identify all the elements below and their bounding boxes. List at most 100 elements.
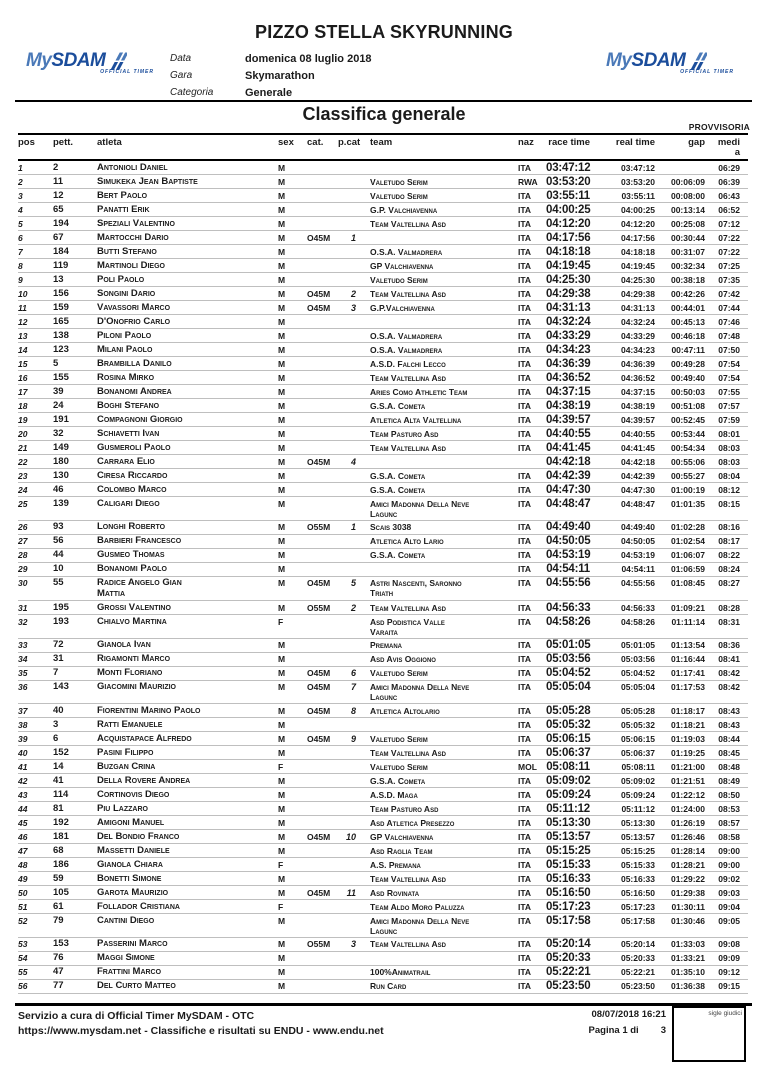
cell-category-position: 6 xyxy=(338,666,362,681)
cell-bib: 56 xyxy=(53,534,97,549)
cell-gap: 00:44:01 xyxy=(663,300,713,315)
page-title: PIZZO STELLA SKYRUNNING xyxy=(255,22,513,42)
cell-pace: 08:53 xyxy=(713,801,748,816)
logo-name-light: My xyxy=(606,50,632,71)
cell-athlete: Frattini Marco xyxy=(97,965,278,980)
cell-gap: 01:22:12 xyxy=(663,787,713,802)
cell-category-position xyxy=(338,534,362,549)
cell-gap: 01:29:38 xyxy=(663,885,713,900)
cell-race-time: 04:41:45 xyxy=(546,440,598,455)
cell-pace: 08:24 xyxy=(713,562,748,577)
cell-bib: 186 xyxy=(53,857,97,872)
cell-bib: 184 xyxy=(53,244,97,259)
cell-team: A.S.D. Falchi Lecco xyxy=(362,356,516,371)
cell-pace: 08:43 xyxy=(713,703,748,718)
cell-nationality: ITA xyxy=(516,426,546,441)
cell-pos: 37 xyxy=(18,703,53,718)
cell-nationality: MOL xyxy=(516,759,546,774)
cell-category xyxy=(307,482,338,497)
cell-bib: 3 xyxy=(53,717,97,732)
cell-team: Atletica Altolario xyxy=(362,703,516,718)
cell-sex: M xyxy=(278,913,307,938)
cell-team: Team Pasturo Asd xyxy=(362,801,516,816)
cell-gap: 00:47:11 xyxy=(663,342,713,357)
cell-nationality: ITA xyxy=(516,829,546,844)
cell-category xyxy=(307,614,338,639)
cell-race-time: 05:17:23 xyxy=(546,899,598,914)
cell-sex: F xyxy=(278,857,307,872)
meta-value-race: Skymarathon xyxy=(245,70,315,82)
cell-category xyxy=(307,412,338,427)
cell-athlete: Grossi Valentino xyxy=(97,600,278,615)
cell-category-position xyxy=(338,745,362,760)
cell-race-time: 04:18:18 xyxy=(546,244,598,259)
cell-bib: 2 xyxy=(53,160,97,175)
cell-race-time: 04:53:19 xyxy=(546,548,598,563)
cell-real-time: 04:58:26 xyxy=(598,614,663,639)
cell-race-time: 05:09:24 xyxy=(546,787,598,802)
cell-category xyxy=(307,160,338,175)
cell-athlete: Cantini Diego xyxy=(97,913,278,938)
cell-athlete: Della Rovere Andrea xyxy=(97,773,278,788)
cell-category-position xyxy=(338,871,362,886)
cell-sex: M xyxy=(278,440,307,455)
cell-athlete: Rosina Mirko xyxy=(97,370,278,385)
cell-sex: M xyxy=(278,576,307,601)
section-title: Classifica generale xyxy=(302,104,466,124)
cell-nationality: ITA xyxy=(516,857,546,872)
cell-bib: 119 xyxy=(53,258,97,273)
cell-pace: 07:12 xyxy=(713,216,748,231)
table-row: 49 59 Bonetti Simone M Team Valtellina A… xyxy=(18,871,748,886)
cell-bib: 81 xyxy=(53,801,97,816)
cell-team: Asd Avis Oggiono xyxy=(362,652,516,667)
cell-gap: 00:32:34 xyxy=(663,258,713,273)
cell-team: Asd Podistica Valle Varaita xyxy=(362,614,516,639)
cell-category xyxy=(307,843,338,858)
logo-tagline: OFFICIAL TIMER xyxy=(100,69,154,75)
page-indicator: Pagina 1 di 3 xyxy=(589,1025,666,1036)
cell-pace: 08:42 xyxy=(713,666,748,681)
cell-category: O45M xyxy=(307,286,338,301)
cell-pos: 48 xyxy=(18,857,53,872)
cell-category xyxy=(307,871,338,886)
cell-athlete: Caligari Diego xyxy=(97,496,278,521)
cell-pace: 08:27 xyxy=(713,576,748,601)
cell-race-time: 05:09:02 xyxy=(546,773,598,788)
cell-sex: M xyxy=(278,534,307,549)
table-row: 20 32 Schiavetti Ivan M Team Pasturo Asd… xyxy=(18,426,748,441)
cell-team: Premana xyxy=(362,638,516,653)
cell-team: G.P. Valchiavenna xyxy=(362,202,516,217)
cell-race-time: 05:05:04 xyxy=(546,680,598,704)
cell-gap: 01:06:07 xyxy=(663,548,713,563)
cell-nationality: ITA xyxy=(516,286,546,301)
cell-category xyxy=(307,745,338,760)
cell-category-position: 8 xyxy=(338,703,362,718)
cell-gap: 01:36:38 xyxy=(663,979,713,994)
cell-bib: 65 xyxy=(53,202,97,217)
cell-team: A.S. Premana xyxy=(362,857,516,872)
cell-sex: M xyxy=(278,829,307,844)
cell-bib: 41 xyxy=(53,773,97,788)
table-row: 34 31 Rigamonti Marco M Asd Avis Oggiono… xyxy=(18,652,748,667)
cell-athlete: Rigamonti Marco xyxy=(97,652,278,667)
cell-bib: 10 xyxy=(53,562,97,577)
cell-pos: 54 xyxy=(18,951,53,966)
cell-sex: M xyxy=(278,230,307,245)
cell-real-time: 05:05:28 xyxy=(598,703,663,718)
cell-pace: 08:36 xyxy=(713,638,748,653)
table-row: 39 6 Acquistapace Alfredo M O45M 9 Valet… xyxy=(18,731,748,746)
cell-race-time: 05:20:14 xyxy=(546,937,598,952)
cell-category-position xyxy=(338,951,362,966)
cell-race-time: 05:16:50 xyxy=(546,885,598,900)
cell-gap: 01:28:14 xyxy=(663,843,713,858)
cell-category-position xyxy=(338,899,362,914)
cell-real-time: 05:13:30 xyxy=(598,815,663,830)
cell-category xyxy=(307,965,338,980)
cell-race-time: 04:40:55 xyxy=(546,426,598,441)
cell-athlete: Cortinovis Diego xyxy=(97,787,278,802)
cell-pos: 47 xyxy=(18,843,53,858)
cell-sex: M xyxy=(278,426,307,441)
cell-pos: 27 xyxy=(18,534,53,549)
cell-bib: 12 xyxy=(53,188,97,203)
cell-pace: 08:03 xyxy=(713,454,748,469)
